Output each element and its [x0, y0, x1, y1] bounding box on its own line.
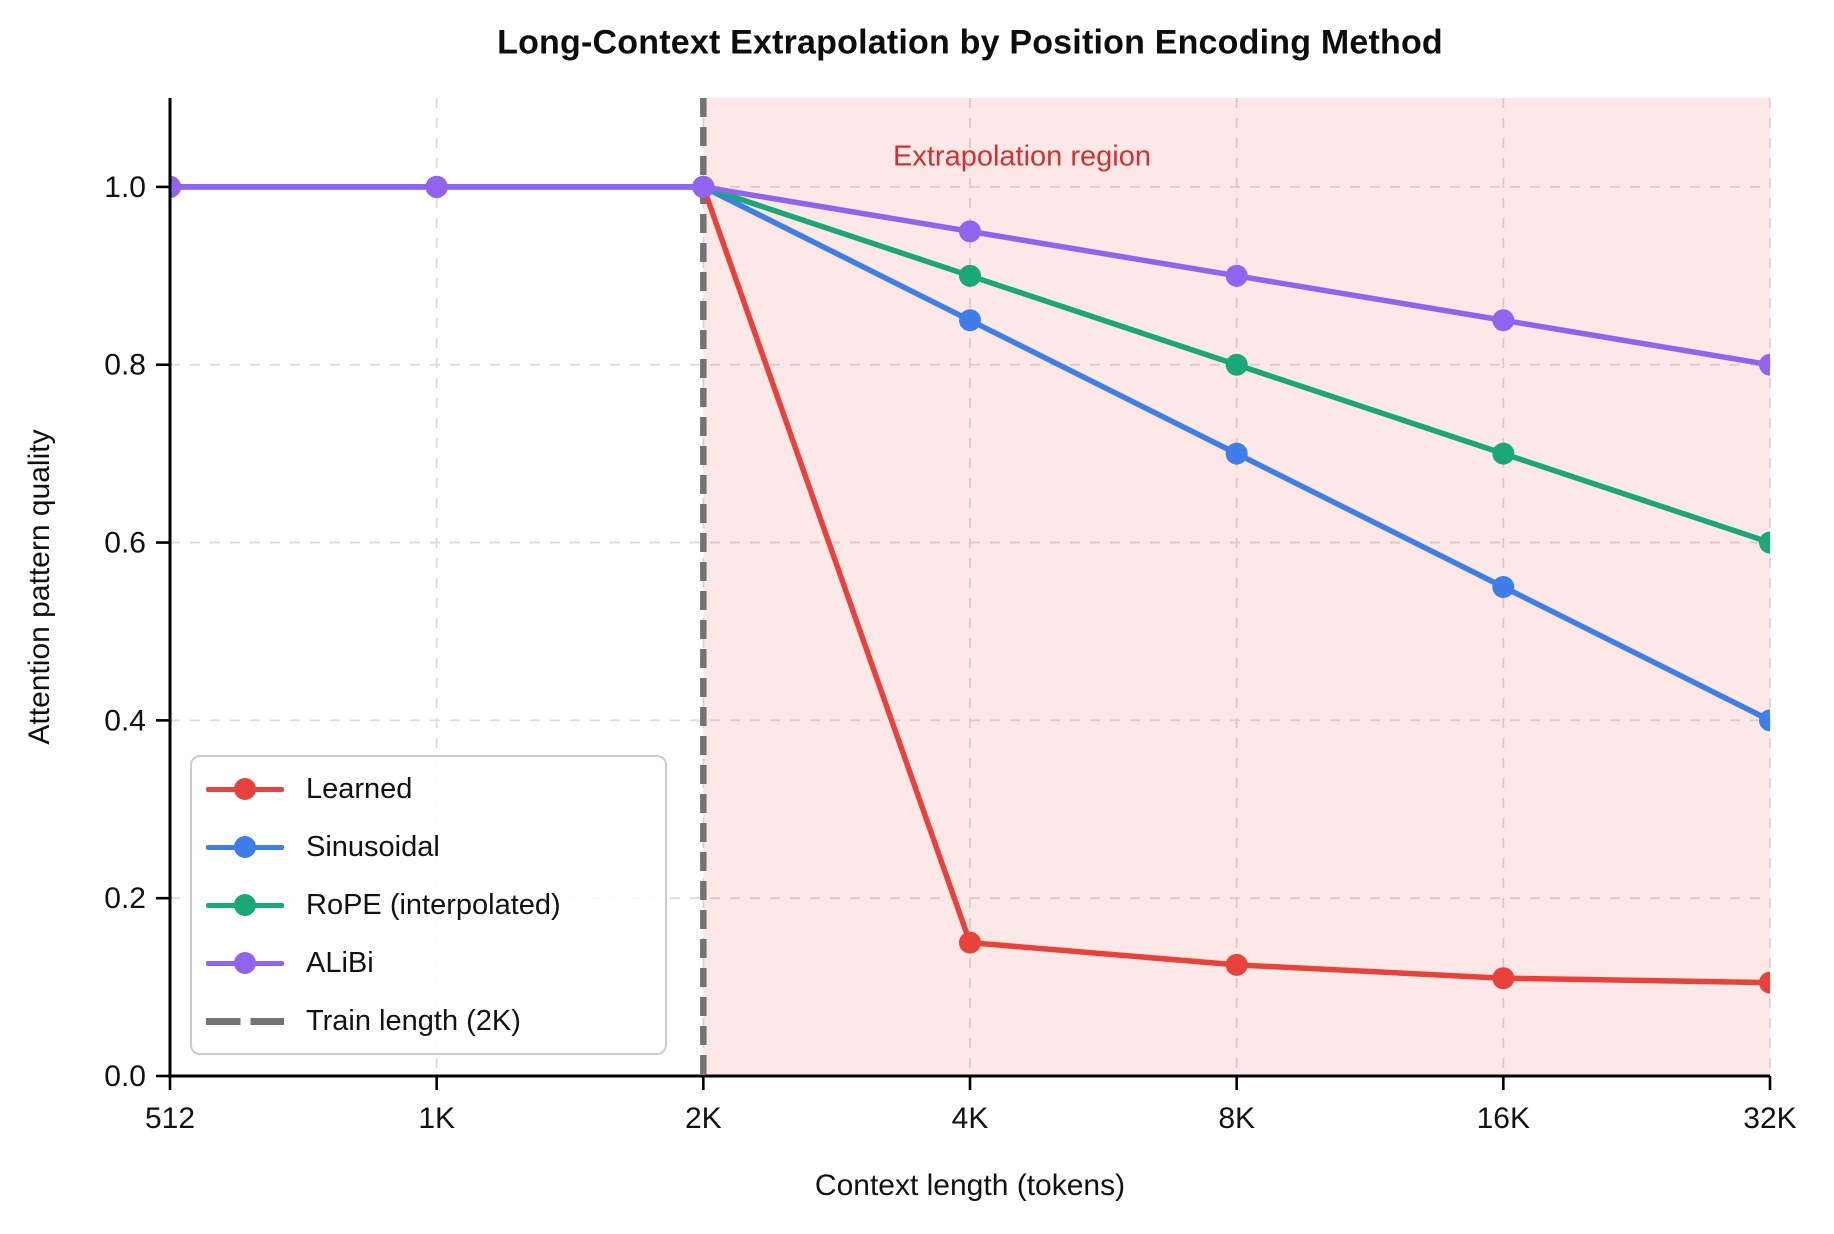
data-point-32K: [1759, 531, 1770, 554]
legend-label-alibi: ALiBi: [306, 946, 374, 979]
data-point-16K: [1492, 309, 1515, 332]
data-point-16K: [1492, 576, 1515, 598]
legend-marker-alibi-icon: [206, 951, 284, 975]
x-tick-label-4K: 4K: [952, 1102, 989, 1135]
legend-row-alibi: ALiBi: [192, 934, 665, 992]
extrapolation-region: [703, 98, 1771, 1076]
data-point-32K: [1759, 353, 1770, 376]
legend: Learned Sinusoidal RoPE (interpolated) A…: [190, 755, 667, 1055]
legend-marker-rope-icon: [206, 893, 284, 917]
data-point-16K: [1492, 442, 1515, 465]
legend-row-sinusoidal: Sinusoidal: [192, 818, 665, 876]
data-point-16K: [1492, 967, 1515, 990]
x-axis-label: Context length (tokens): [814, 1169, 1126, 1202]
data-point-2K: [692, 175, 715, 198]
extrapolation-region-label: Extrapolation region: [893, 140, 1151, 173]
chart-title: Long-Context Extrapolation by Position E…: [497, 23, 1443, 62]
data-point-8K: [1225, 353, 1248, 376]
legend-label-train-length: Train length (2K): [306, 1004, 521, 1037]
data-point-32K: [1759, 971, 1770, 994]
y-tick-label-0.8: 0.8: [104, 349, 146, 382]
y-tick-label-0.2: 0.2: [104, 882, 146, 915]
data-point-4K: [959, 931, 981, 954]
x-tick-label-32K: 32K: [1743, 1102, 1796, 1135]
data-point-4K: [959, 264, 981, 287]
x-tick-label-512: 512: [145, 1102, 195, 1135]
legend-label-sinusoidal: Sinusoidal: [306, 830, 440, 863]
data-point-1K: [425, 175, 448, 198]
series-alibi: [170, 175, 1770, 376]
data-point-8K: [1225, 264, 1248, 287]
y-tick-label-0.4: 0.4: [104, 704, 146, 737]
data-point-4K: [959, 220, 981, 243]
legend-row-learned: Learned: [192, 760, 665, 818]
y-tick-label-0.0: 0.0: [104, 1060, 146, 1093]
data-point-8K: [1225, 953, 1248, 976]
legend-marker-train-length-icon: [206, 1009, 284, 1033]
data-point-32K: [1759, 709, 1770, 732]
data-point-512: [170, 175, 181, 198]
x-tick-label-16K: 16K: [1477, 1102, 1530, 1135]
legend-marker-sinusoidal-icon: [206, 835, 284, 859]
y-tick-label-1.0: 1.0: [104, 171, 146, 204]
legend-marker-learned-icon: [206, 777, 284, 801]
data-point-8K: [1225, 442, 1248, 465]
legend-row-train-length: Train length (2K): [192, 992, 665, 1050]
legend-label-rope: RoPE (interpolated): [306, 888, 561, 921]
legend-label-learned: Learned: [306, 772, 413, 805]
legend-row-rope: RoPE (interpolated): [192, 876, 665, 934]
y-tick-label-0.6: 0.6: [104, 527, 146, 560]
x-tick-label-8K: 8K: [1218, 1102, 1255, 1135]
x-tick-label-2K: 2K: [685, 1102, 722, 1135]
data-point-4K: [959, 309, 981, 332]
x-tick-label-1K: 1K: [418, 1102, 455, 1135]
